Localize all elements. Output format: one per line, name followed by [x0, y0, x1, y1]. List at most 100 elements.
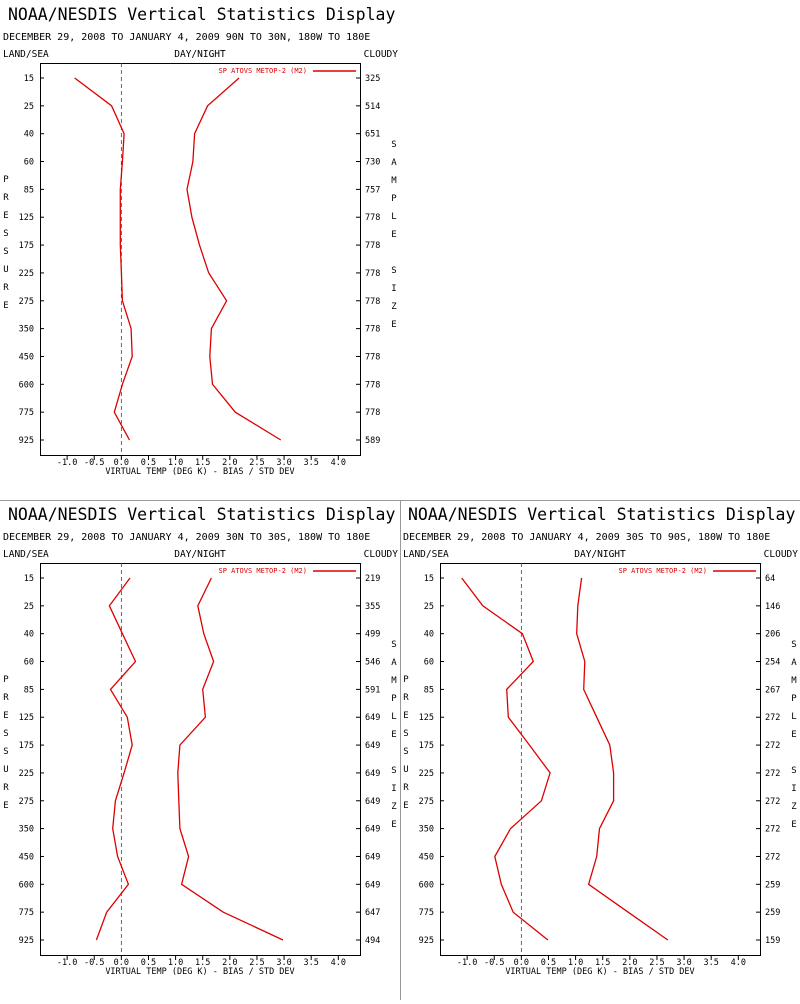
y-tick-label: 775 — [19, 908, 34, 918]
subtitle: DECEMBER 29, 2008 TO JANUARY 4, 2009 30N… — [3, 532, 370, 543]
x-tick-label: 0.5 — [141, 458, 156, 468]
x-tick-label: 2.5 — [649, 958, 664, 968]
x-tick-label: -1.0 — [457, 958, 477, 968]
x-tick-label: 2.5 — [249, 958, 264, 968]
sample-size: 355 — [365, 602, 380, 612]
y-tick-label: 175 — [19, 741, 34, 751]
header: LAND/SEA — [3, 549, 49, 560]
sample-size: 259 — [765, 880, 780, 890]
x-tick-label: 3.5 — [704, 958, 719, 968]
sample-size: 146 — [765, 602, 780, 612]
header: CLOUDY — [764, 549, 799, 560]
header: DAY/NIGHT — [174, 49, 226, 60]
y2-axis-label: SAMPLE SIZE — [789, 640, 799, 838]
sample-size: 778 — [365, 269, 380, 279]
x-tick-label: 3.5 — [304, 458, 319, 468]
y2-axis-label: SAMPLE SIZE — [389, 640, 399, 838]
y-axis-label: PRESSURE — [1, 675, 11, 819]
sample-size: 778 — [365, 380, 380, 390]
y-tick-label: 275 — [419, 797, 434, 807]
sample-size: 778 — [365, 352, 380, 362]
legend-label: SP ATOVS METOP-2 (M2) — [218, 67, 307, 75]
sample-size: 649 — [365, 769, 380, 779]
y-tick-label: 350 — [19, 325, 34, 335]
sample-size: 778 — [365, 297, 380, 307]
x-tick-label: 1.0 — [168, 458, 183, 468]
sample-size: 272 — [765, 825, 780, 835]
sample-size: 651 — [365, 130, 380, 140]
sample-size: 546 — [365, 658, 380, 668]
sample-size: 514 — [365, 102, 380, 112]
y-tick-label: 125 — [19, 713, 34, 723]
y-tick-label: 775 — [419, 908, 434, 918]
sample-size: 757 — [365, 185, 380, 195]
sample-size: 494 — [365, 936, 380, 946]
x-tick-label: -1.0 — [57, 458, 77, 468]
std-dev-line — [576, 577, 669, 941]
sample-size: 254 — [765, 658, 780, 668]
std-dev-line — [186, 77, 282, 441]
y-tick-label: 925 — [19, 436, 34, 446]
x-tick-label: 2.0 — [622, 958, 637, 968]
bias-line — [461, 577, 551, 941]
x-tick-label: 2.0 — [222, 958, 237, 968]
sample-size: 778 — [365, 325, 380, 335]
y-tick-label: 40 — [24, 130, 34, 140]
sample-size: 219 — [365, 574, 380, 584]
bias-line — [95, 577, 137, 941]
y2-axis-label: SAMPLE SIZE — [389, 140, 399, 338]
y-tick-label: 450 — [419, 852, 434, 862]
sample-size: 649 — [365, 797, 380, 807]
y-tick-label: 225 — [19, 269, 34, 279]
y-tick-label: 350 — [19, 825, 34, 835]
sample-size: 778 — [365, 213, 380, 223]
y-tick-label: 600 — [19, 380, 34, 390]
y-tick-label: 60 — [24, 658, 34, 668]
y-tick-label: 275 — [19, 797, 34, 807]
title: NOAA/NESDIS Vertical Statistics Display — [8, 5, 395, 24]
x-tick-label: 3.0 — [676, 958, 691, 968]
sample-size: 591 — [365, 685, 380, 695]
x-tick-label: 0.0 — [514, 958, 529, 968]
y-axis-label: PRESSURE — [1, 175, 11, 319]
y-tick-label: 60 — [24, 158, 34, 168]
x-tick-label: 4.0 — [331, 458, 346, 468]
x-tick-label: 1.0 — [568, 958, 583, 968]
sample-size: 647 — [365, 908, 380, 918]
std-dev-line — [177, 577, 284, 941]
panel: NOAA/NESDIS Vertical Statistics Display D… — [401, 505, 799, 977]
x-tick-label: 4.0 — [731, 958, 746, 968]
x-tick-label: -0.5 — [84, 958, 104, 968]
x-tick-label: 0.0 — [114, 958, 129, 968]
sample-size: 206 — [765, 630, 780, 640]
x-tick-label: -0.5 — [84, 458, 104, 468]
plot-frame — [440, 563, 761, 956]
y-tick-label: 125 — [19, 213, 34, 223]
y-tick-label: 15 — [24, 74, 34, 84]
x-tick-label: 1.0 — [168, 958, 183, 968]
x-tick-label: 1.5 — [195, 458, 210, 468]
bias-line — [74, 77, 133, 441]
sample-size: 159 — [765, 936, 780, 946]
sample-size: 499 — [365, 630, 380, 640]
x-tick-label: 4.0 — [331, 958, 346, 968]
y-tick-label: 175 — [419, 741, 434, 751]
x-tick-label: 3.0 — [276, 458, 291, 468]
x-tick-label: 1.5 — [595, 958, 610, 968]
y-tick-label: 40 — [424, 630, 434, 640]
y-tick-label: 600 — [19, 880, 34, 890]
y-tick-label: 450 — [19, 852, 34, 862]
y-tick-label: 925 — [419, 936, 434, 946]
title: NOAA/NESDIS Vertical Statistics Display — [8, 505, 395, 524]
y-tick-label: 25 — [24, 602, 34, 612]
x-axis-label: VIRTUAL TEMP (DEG K) - BIAS / STD DEV — [505, 967, 694, 977]
y-tick-label: 350 — [419, 825, 434, 835]
y-tick-label: 125 — [419, 713, 434, 723]
sample-size: 272 — [765, 741, 780, 751]
x-tick-label: 0.5 — [541, 958, 556, 968]
header: LAND/SEA — [3, 49, 49, 60]
header: CLOUDY — [364, 549, 399, 560]
y-tick-label: 15 — [424, 574, 434, 584]
header: DAY/NIGHT — [574, 549, 626, 560]
